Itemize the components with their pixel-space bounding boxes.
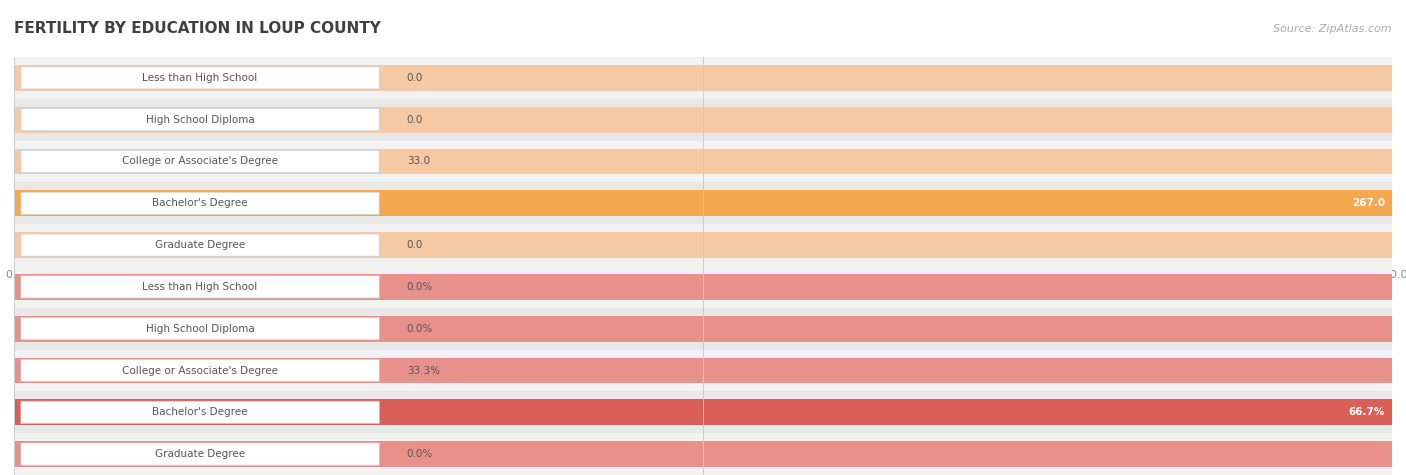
FancyBboxPatch shape (21, 109, 380, 131)
Text: 0.0%: 0.0% (406, 282, 433, 292)
Text: Graduate Degree: Graduate Degree (155, 449, 245, 459)
Text: FERTILITY BY EDUCATION IN LOUP COUNTY: FERTILITY BY EDUCATION IN LOUP COUNTY (14, 21, 381, 36)
FancyBboxPatch shape (21, 443, 380, 465)
Bar (14, 57, 1392, 99)
Text: 33.3%: 33.3% (406, 365, 440, 376)
Text: 0.0: 0.0 (406, 73, 423, 83)
Bar (14, 149, 1392, 174)
Bar (14, 441, 1392, 467)
Bar (14, 65, 1392, 91)
Bar (14, 99, 1392, 141)
Text: High School Diploma: High School Diploma (146, 114, 254, 125)
Bar (14, 308, 1392, 350)
FancyBboxPatch shape (21, 401, 380, 423)
Text: College or Associate's Degree: College or Associate's Degree (122, 156, 278, 167)
Bar (14, 107, 1392, 133)
Text: Bachelor's Degree: Bachelor's Degree (152, 198, 247, 209)
Text: Less than High School: Less than High School (142, 73, 257, 83)
Bar (14, 391, 1392, 433)
Text: High School Diploma: High School Diploma (146, 323, 254, 334)
Bar (14, 433, 1392, 475)
Text: 0.0: 0.0 (406, 114, 423, 125)
FancyBboxPatch shape (21, 67, 380, 89)
Bar (14, 274, 1392, 300)
Bar (14, 182, 1392, 224)
Bar (14, 358, 1392, 383)
FancyBboxPatch shape (21, 318, 380, 340)
Bar (14, 232, 1392, 258)
Text: Less than High School: Less than High School (142, 282, 257, 292)
FancyBboxPatch shape (21, 360, 380, 381)
FancyBboxPatch shape (21, 276, 380, 298)
Text: Graduate Degree: Graduate Degree (155, 240, 245, 250)
Bar (14, 224, 1392, 266)
Text: Bachelor's Degree: Bachelor's Degree (152, 407, 247, 418)
Text: 66.7%: 66.7% (1348, 407, 1385, 418)
Text: 0.0%: 0.0% (406, 323, 433, 334)
Text: 267.0: 267.0 (1353, 198, 1385, 209)
Bar (14, 316, 1392, 342)
FancyBboxPatch shape (21, 234, 380, 256)
Text: 0.0: 0.0 (406, 240, 423, 250)
Text: College or Associate's Degree: College or Associate's Degree (122, 365, 278, 376)
Text: Source: ZipAtlas.com: Source: ZipAtlas.com (1274, 23, 1392, 34)
Bar (14, 190, 1392, 216)
Bar (14, 350, 1392, 391)
Text: 33.0: 33.0 (406, 156, 430, 167)
Bar (14, 399, 1392, 425)
FancyBboxPatch shape (21, 192, 380, 214)
FancyBboxPatch shape (21, 151, 380, 172)
Bar (14, 266, 1392, 308)
Bar (14, 141, 1392, 182)
Text: 0.0%: 0.0% (406, 449, 433, 459)
